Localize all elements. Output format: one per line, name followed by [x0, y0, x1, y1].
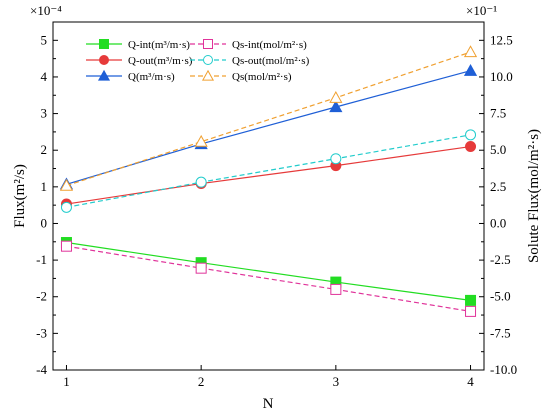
right-tick-label: -7.5	[490, 325, 511, 340]
data-point	[60, 201, 72, 213]
legend-marker	[203, 39, 213, 49]
data-point	[59, 178, 74, 191]
left-tick-label: 3	[41, 106, 48, 121]
series-line-3	[66, 245, 471, 312]
data-point	[330, 153, 342, 165]
left-tick-label: 1	[41, 179, 48, 194]
legend-marker	[201, 69, 215, 81]
legend-marker	[203, 55, 213, 65]
data-point	[195, 262, 207, 274]
data-point	[463, 45, 478, 58]
plot-frame	[52, 21, 485, 371]
data-point	[194, 134, 208, 147]
left-tick-label: 4	[41, 69, 48, 84]
right-axis-title: Solute Flux(mol/m²·s)	[526, 129, 542, 263]
right-tick-label: 7.5	[490, 106, 506, 121]
legend-marker	[97, 69, 111, 81]
left-tick-label: -2	[36, 289, 47, 304]
series-line-2	[66, 70, 471, 185]
series-group	[59, 45, 478, 317]
legend-label: Qs-int(mol/m²·s)	[232, 39, 307, 51]
x-tick-label: 1	[63, 374, 70, 389]
right-tick-label: 2.5	[490, 179, 506, 194]
series-line-4	[66, 134, 471, 208]
right-axis-multiplier: ×10⁻¹	[466, 3, 497, 18]
left-axis-multiplier: ×10⁻⁴	[30, 3, 62, 18]
right-tick-label: 5.0	[490, 142, 506, 157]
legend-label: Q-int(m³/m·s)	[128, 39, 190, 51]
legend-marker	[99, 39, 109, 49]
data-point	[465, 294, 477, 306]
data-point	[330, 283, 342, 295]
series-line-0	[66, 241, 471, 301]
data-point	[329, 100, 343, 113]
series-line-5	[66, 51, 471, 187]
right-tick-label: -10.0	[490, 362, 517, 377]
left-tick-label: -4	[36, 362, 47, 377]
left-tick-label: 0	[41, 215, 48, 230]
right-tick-label: -5.0	[490, 289, 511, 304]
data-point	[329, 90, 343, 103]
left-tick-label: 2	[41, 142, 48, 157]
legend: Q-int(m³/m·s) Q-out(m³/m·s) Q(m³/m·s) Qs-in…	[86, 39, 310, 83]
data-point	[465, 129, 477, 141]
right-tick-label: 10.0	[490, 69, 513, 84]
legend-label: Qs(mol/m²·s)	[232, 71, 292, 83]
x-tick-label: 2	[198, 374, 205, 389]
data-point	[465, 141, 477, 153]
legend-label: Qs-out(mol/m²·s)	[232, 55, 310, 67]
series-line-1	[66, 145, 471, 205]
right-tick-label: -2.5	[490, 252, 511, 267]
right-tick-label: 12.5	[490, 32, 513, 47]
data-point	[465, 305, 477, 317]
x-tick-label: 3	[333, 374, 340, 389]
legend-marker	[99, 55, 109, 65]
right-tick-label: 0.0	[490, 215, 506, 230]
axis-ticks: 1 2 3 4 -4 -3 -2 -1 0 1 2 3 4 5 -10.0 -7.5 -5.0 -2.5 0.0 2.…	[36, 32, 517, 389]
left-tick-label: -3	[36, 325, 47, 340]
data-point	[60, 240, 72, 252]
x-tick-label: 4	[467, 374, 474, 389]
data-point	[195, 176, 207, 188]
left-axis-title: Flux(m²/s)	[12, 164, 28, 228]
left-tick-label: 5	[41, 32, 48, 47]
legend-label: Q(m³/m·s)	[128, 71, 175, 83]
legend-label: Q-out(m³/m·s)	[128, 55, 193, 67]
x-axis-title: N	[263, 396, 274, 412]
left-tick-label: -1	[36, 252, 47, 267]
data-point	[463, 63, 478, 76]
